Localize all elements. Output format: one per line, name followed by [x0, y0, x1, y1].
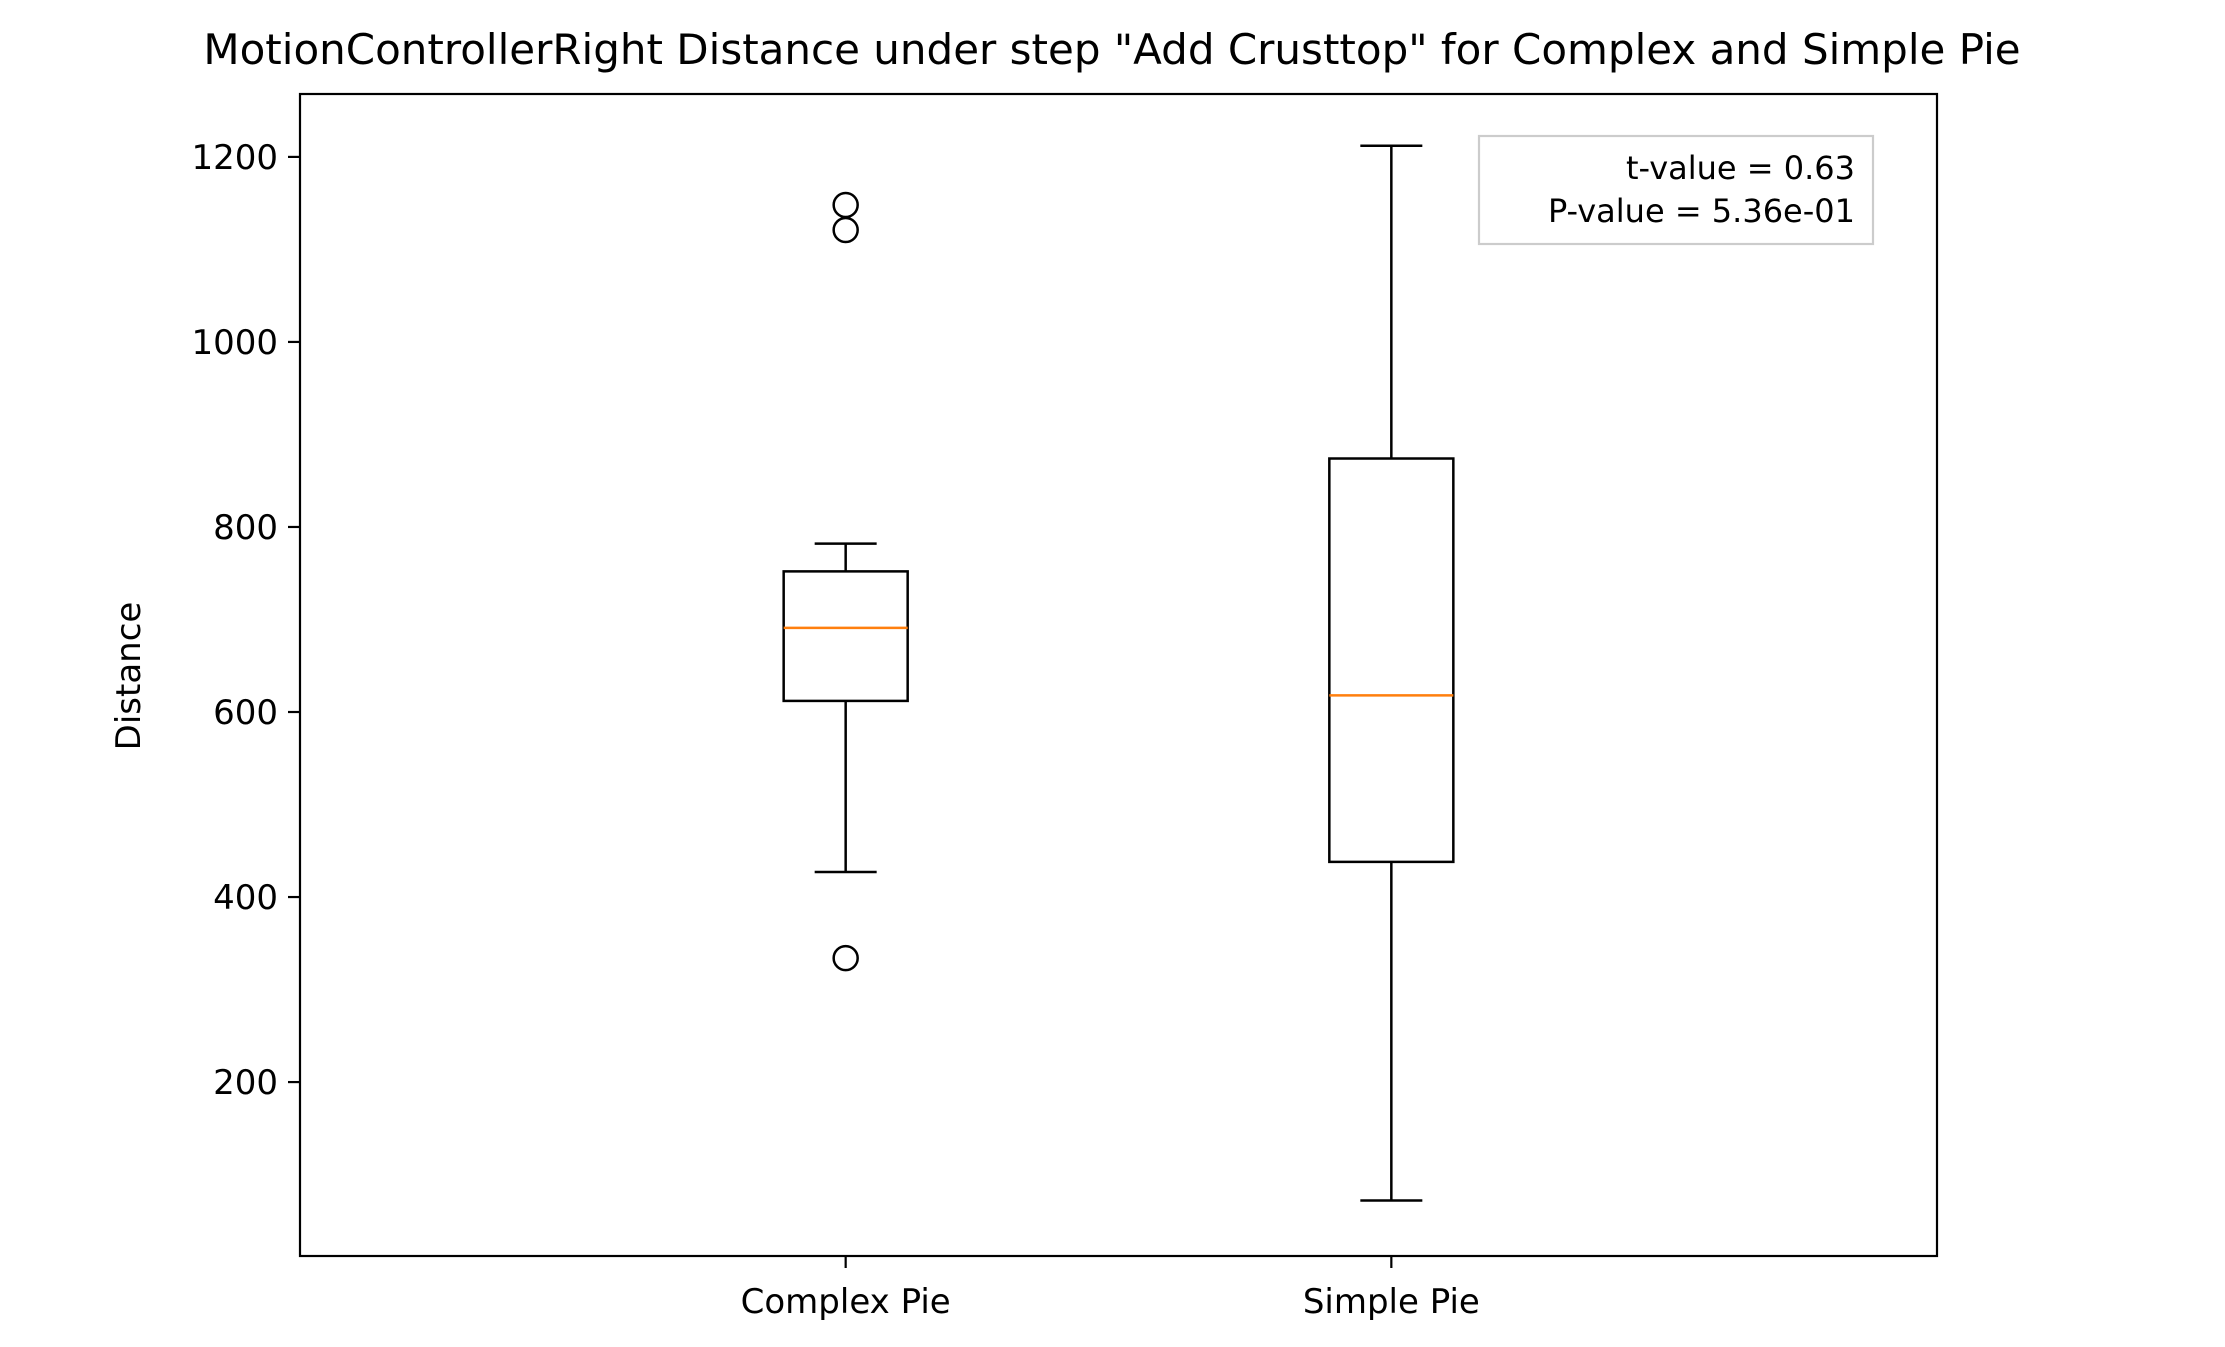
y-tick-label: 1000	[191, 323, 278, 363]
axes-frame	[298, 92, 1939, 1258]
outlier-point	[832, 944, 859, 972]
y-axis: 200 400 600 800 1000 1200	[191, 138, 300, 1103]
annotation-frame	[1477, 134, 1875, 246]
iqr-box	[1328, 457, 1455, 864]
iqr-box	[782, 570, 909, 703]
y-axis-label: Distance	[109, 602, 149, 751]
plot-area	[782, 144, 1455, 1202]
p-value-text: P-value = 5.36e-01	[1548, 192, 1855, 230]
y-tick-label: 400	[213, 878, 278, 918]
y-tick-label: 600	[213, 693, 278, 733]
x-tick-label: Simple Pie	[1303, 1282, 1480, 1322]
y-tick-label: 200	[213, 1063, 278, 1103]
y-tick-label: 1200	[191, 138, 278, 178]
t-value-text: t-value = 0.63	[1626, 149, 1855, 187]
x-tick-label: Complex Pie	[741, 1282, 951, 1322]
y-tick-label: 800	[213, 508, 278, 548]
outlier-point	[832, 216, 859, 244]
stats-annotation: t-value = 0.63 P-value = 5.36e-01	[1477, 134, 1875, 246]
chart-title: MotionControllerRight Distance under ste…	[203, 25, 2020, 74]
box-2	[1328, 144, 1455, 1202]
x-axis: Complex Pie Simple Pie	[741, 1256, 1480, 1322]
box-1	[782, 191, 909, 972]
